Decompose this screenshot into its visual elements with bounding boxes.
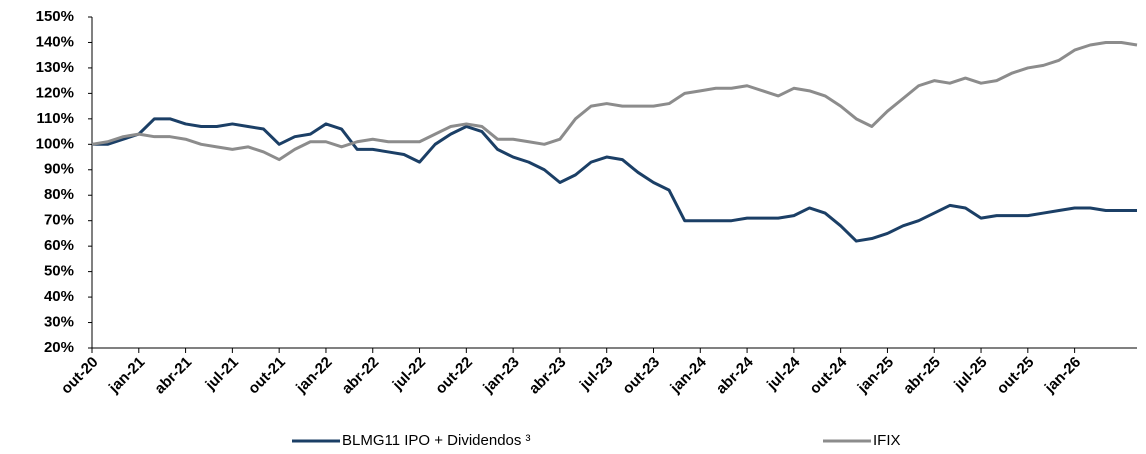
x-tick-label: jan-23: [479, 354, 522, 397]
y-tick-label: 40%: [44, 288, 74, 305]
y-tick-label: 80%: [44, 186, 74, 203]
x-tick-label: jul-24: [763, 353, 804, 394]
y-tick-label: 150%: [36, 8, 74, 25]
x-tick-label: out-21: [245, 354, 289, 398]
x-tick-label: out-22: [432, 354, 476, 398]
y-tick-label: 140%: [36, 33, 74, 50]
series-line: [91, 40, 1138, 162]
x-tick-label: jan-22: [292, 354, 335, 397]
y-tick-label: 90%: [44, 161, 74, 178]
y-tick-label: 70%: [44, 212, 74, 229]
x-tick-label: jul-25: [950, 354, 990, 394]
x-tick-label: jan-24: [667, 353, 711, 397]
y-tick-label: 60%: [44, 237, 74, 254]
x-tick-label: jan-21: [105, 354, 148, 397]
y-tick-label: 30%: [44, 314, 74, 331]
x-tick-label: out-25: [994, 354, 1038, 398]
x-tick-label: abr-21: [151, 354, 195, 398]
x-tick-label: out-20: [58, 354, 102, 398]
series-line: [92, 117, 1137, 243]
legend-label: IFIX: [873, 432, 901, 449]
x-tick-label: abr-23: [526, 354, 570, 398]
y-tick-label: 100%: [36, 135, 74, 152]
x-tick-label: jul-21: [202, 354, 242, 394]
x-tick-label: abr-24: [713, 353, 757, 397]
y-tick-label: 20%: [44, 339, 74, 356]
y-tick-label: 50%: [44, 263, 74, 280]
x-tick-label: abr-25: [900, 354, 944, 398]
x-tick-label: jan-26: [1041, 354, 1084, 397]
y-tick-label: 120%: [36, 84, 74, 101]
x-tick-label: out-24: [806, 353, 850, 397]
x-tick-label: jul-23: [576, 354, 616, 394]
y-tick-label: 110%: [36, 110, 74, 127]
y-tick-label: 130%: [36, 59, 74, 76]
legend-label: BLMG11 IPO + Dividendos ³: [342, 432, 531, 449]
x-tick-label: abr-22: [339, 354, 383, 398]
x-tick-label: out-23: [619, 354, 663, 398]
x-tick-label: jan-25: [854, 354, 897, 397]
x-tick-label: jul-22: [389, 354, 429, 394]
